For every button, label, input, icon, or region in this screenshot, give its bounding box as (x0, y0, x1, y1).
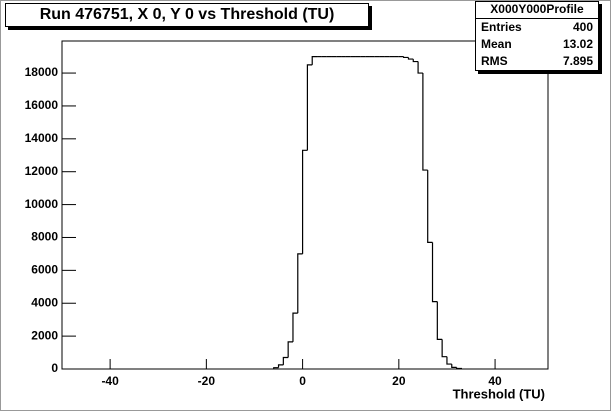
histogram-bin (412, 59, 419, 63)
y-tick-label: 0 (51, 361, 58, 375)
y-tick-label: 10000 (25, 197, 59, 211)
y-tick-label: 18000 (25, 65, 59, 79)
stats-label: RMS (481, 54, 508, 68)
histogram-bin (451, 364, 457, 368)
histogram-bin (301, 149, 308, 254)
y-tick-label: 4000 (31, 295, 58, 309)
stats-label: Mean (481, 37, 512, 51)
histogram-bin (436, 301, 443, 341)
histogram-bin (407, 57, 414, 60)
y-tick-label: 8000 (31, 230, 58, 244)
x-tick-label: 20 (392, 374, 406, 388)
stats-box (475, 1, 599, 71)
histogram-bin (427, 170, 433, 244)
chart-title: Run 476751, X 0, Y 0 vs Threshold (TU) (40, 6, 335, 23)
x-tick-label: 40 (488, 374, 502, 388)
title-box (5, 3, 369, 27)
y-tick-label: 2000 (31, 328, 58, 342)
stats-value: 7.895 (563, 54, 593, 68)
frame (61, 40, 549, 370)
y-tick-label: 12000 (25, 164, 59, 178)
histogram-bin (446, 356, 452, 365)
histogram-bin (277, 364, 284, 368)
histogram-bin (417, 61, 423, 74)
x-tick-label: 0 (299, 374, 306, 388)
histogram-bin (441, 339, 447, 358)
x-tick-label: -40 (101, 374, 119, 388)
histogram-bin (403, 56, 409, 59)
histogram-bin (422, 73, 428, 171)
y-tick-label: 14000 (25, 131, 59, 145)
stats-value: 13.02 (563, 37, 593, 51)
histogram-bin (287, 341, 293, 358)
x-tick-label: -20 (198, 374, 216, 388)
histogram-bin (297, 253, 303, 314)
y-tick-label: 16000 (25, 98, 59, 112)
histogram-bin (292, 312, 298, 342)
histogram-bin (282, 356, 289, 365)
histogram-bin (273, 367, 279, 369)
histogram-bin (311, 56, 318, 65)
histogram-bin (431, 242, 438, 303)
y-tick-label: 6000 (31, 263, 58, 277)
stats-title: X000Y000Profile (490, 2, 584, 16)
x-axis-label: Threshold (TU) (453, 386, 545, 401)
histogram-bin (455, 367, 462, 370)
histogram-bin (306, 64, 313, 151)
stats-value: 400 (573, 20, 593, 34)
stats-label: Entries (481, 20, 522, 34)
